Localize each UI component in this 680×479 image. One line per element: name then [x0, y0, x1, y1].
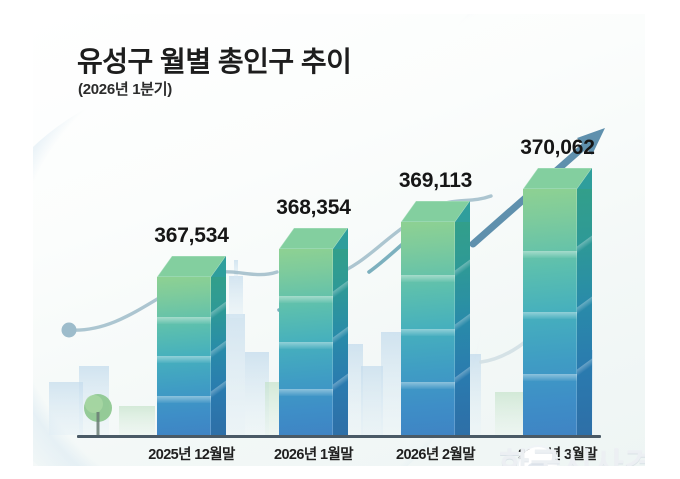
bar-2	[279, 228, 348, 435]
x-axis-label-4: 2026년 3월말	[518, 447, 598, 463]
bar-value-label: 370,062	[520, 136, 595, 159]
x-axis-label-2: 2026년 1월말	[274, 447, 354, 463]
bar-front-face	[279, 249, 333, 435]
bar-segment-line	[157, 317, 211, 324]
bar-top-face	[523, 168, 592, 189]
bar-4	[523, 168, 592, 435]
bar-segment-line	[401, 382, 455, 389]
bar-segment-line	[523, 251, 577, 258]
page-title: 유성구 월별 총인구 추이	[77, 46, 352, 77]
bar-chart-plot: 367,534 2025년 12월말 368,354 2026년 1월말 369,113…	[33, 14, 645, 466]
bar-1	[157, 256, 226, 435]
chart-baseline	[77, 435, 601, 438]
bar-side-face	[211, 277, 226, 435]
bar-segment-line	[279, 389, 333, 396]
bar-front-face	[401, 222, 455, 435]
bar-side-face	[333, 249, 348, 435]
tree-icon	[84, 394, 112, 435]
bar-segment-line	[279, 296, 333, 303]
bar-segment-line	[401, 275, 455, 282]
bar-side-top-wedge	[455, 201, 470, 222]
bar-side-face	[577, 189, 592, 435]
x-axis-label-1: 2025년 12월말	[148, 447, 235, 463]
infographic-card: 유성구 월별 총인구 추이 (2026년 1분기) 367,534 2025년 1…	[33, 14, 645, 466]
bar-top-face	[401, 201, 470, 222]
bar-front-face	[523, 189, 577, 435]
bar-side-top-wedge	[211, 256, 226, 277]
bar-side-top-wedge	[333, 228, 348, 249]
bar-top-face	[279, 228, 348, 249]
bar-value-label: 367,534	[154, 224, 229, 247]
bar-segment-line	[523, 312, 577, 319]
bar-top-face	[157, 256, 226, 277]
bar-segment-line	[279, 342, 333, 349]
page-subtitle: (2026년 1분기)	[78, 81, 172, 98]
bar-3	[401, 201, 470, 435]
bar-value-label: 369,113	[398, 169, 473, 192]
bar-side-face	[455, 222, 470, 435]
bar-side-top-wedge	[577, 168, 592, 189]
bar-segment-line	[523, 374, 577, 381]
bar-segment-line	[401, 329, 455, 336]
bar-segment-line	[157, 356, 211, 363]
bar-segment-line	[157, 396, 211, 403]
bar-front-face	[157, 277, 211, 435]
x-axis-label-3: 2026년 2월말	[396, 447, 476, 463]
bar-value-label: 368,354	[276, 196, 351, 219]
